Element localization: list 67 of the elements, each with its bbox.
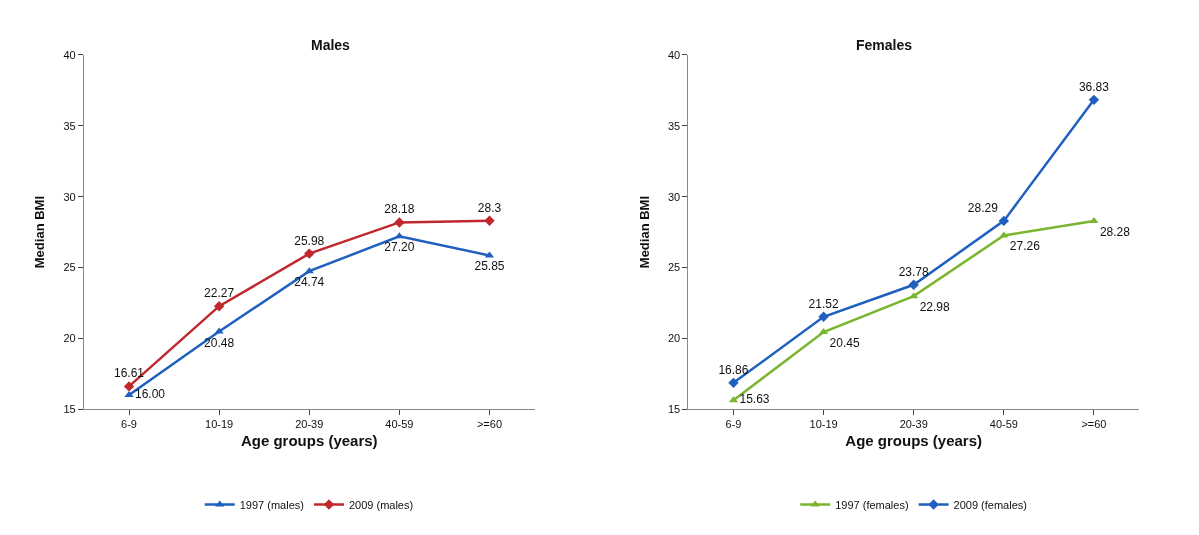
data-label: 28.29 xyxy=(967,200,999,215)
x-tick-label: 6-9 xyxy=(121,418,137,431)
point xyxy=(818,311,829,323)
chart-title: Females xyxy=(856,37,913,53)
point xyxy=(214,327,224,334)
data-label: 21.52 xyxy=(808,296,839,311)
data-label: 20.45 xyxy=(829,335,860,350)
data-label: 28.28 xyxy=(1099,225,1131,240)
data-label: 22.27 xyxy=(204,286,235,301)
y-tick-label: 30 xyxy=(63,190,76,203)
x-tick-label: 40-59 xyxy=(989,418,1018,431)
point xyxy=(908,279,919,290)
x-tick-label: >=60 xyxy=(1081,418,1107,431)
data-label: 15.63 xyxy=(739,392,770,407)
x-tick-label: 10-19 xyxy=(205,418,234,431)
point xyxy=(1088,94,1100,106)
y-tick-label: 40 xyxy=(63,48,76,61)
legend-label: 2009 (females) xyxy=(953,498,1027,511)
y-axis-title: Median BMI xyxy=(636,195,652,269)
point xyxy=(123,381,135,392)
x-tick-label: 10-19 xyxy=(809,418,838,431)
chart-title: Males xyxy=(311,37,351,53)
y-tick-label: 15 xyxy=(667,403,681,416)
x-tick-label: 40-59 xyxy=(385,418,414,431)
data-label: 25.98 xyxy=(294,233,325,248)
point xyxy=(124,391,134,398)
y-tick-label: 40 xyxy=(667,48,681,61)
x-axis-title: Age groups (years) xyxy=(845,432,983,450)
y-tick-label: 35 xyxy=(667,119,681,132)
data-label: 22.98 xyxy=(919,300,951,315)
data-label: 24.74 xyxy=(294,275,325,290)
legend-label: 1997 (males) xyxy=(239,498,304,511)
x-tick-label: 20-39 xyxy=(295,418,324,431)
y-tick-label: 35 xyxy=(63,119,76,132)
data-label: 16.61 xyxy=(114,366,145,381)
data-label: 23.78 xyxy=(898,264,930,279)
y-axis-title: Median BMI xyxy=(32,195,48,269)
point xyxy=(1089,217,1099,224)
y-tick-label: 15 xyxy=(63,403,76,416)
data-label: 27.20 xyxy=(384,240,415,255)
data-label: 36.83 xyxy=(1078,79,1110,94)
legend-label: 2009 (males) xyxy=(348,498,414,511)
y-tick-label: 25 xyxy=(63,261,76,274)
point xyxy=(484,215,495,226)
point xyxy=(998,215,1010,227)
y-tick-label: 30 xyxy=(667,190,681,203)
x-tick-label: 6-9 xyxy=(725,418,742,431)
data-label: 27.26 xyxy=(1009,239,1041,254)
point xyxy=(909,292,919,299)
data-label: 16.86 xyxy=(718,362,749,377)
point xyxy=(394,217,405,228)
data-label: 25.85 xyxy=(474,259,505,274)
data-label: 28.18 xyxy=(384,202,415,217)
point xyxy=(728,377,739,389)
y-tick-label: 20 xyxy=(667,332,681,345)
x-axis-title: Age groups (years) xyxy=(240,432,378,450)
point xyxy=(213,300,225,312)
point xyxy=(304,267,314,274)
data-label: 16.00 xyxy=(135,387,166,402)
data-label: 20.48 xyxy=(204,335,235,350)
x-tick-label: 20-39 xyxy=(899,418,928,431)
x-tick-label: >=60 xyxy=(476,418,503,431)
y-tick-label: 25 xyxy=(667,261,681,274)
y-tick-label: 20 xyxy=(63,332,76,345)
legend-label: 1997 (females) xyxy=(835,498,909,511)
point xyxy=(304,248,315,259)
data-label: 28.3 xyxy=(477,200,502,215)
